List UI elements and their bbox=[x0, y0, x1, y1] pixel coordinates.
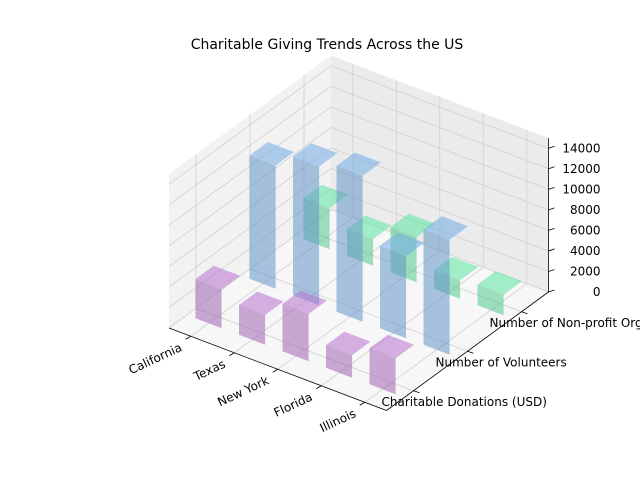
z-tick-label: 0 bbox=[593, 285, 601, 299]
z-tick-label: 14000 bbox=[562, 141, 600, 155]
bar-california-series-0 bbox=[195, 265, 240, 329]
bar-new-york-series-1 bbox=[336, 152, 381, 322]
bar-florida-series-0 bbox=[326, 331, 371, 378]
bar-illinois-series-2 bbox=[477, 271, 522, 316]
y-tick-label: Number of Volunteers bbox=[436, 355, 567, 369]
bars bbox=[195, 142, 522, 395]
y-tick-label: Number of Non-profit Organizations bbox=[490, 316, 640, 330]
x-tick-label: Texas bbox=[191, 357, 228, 384]
y-tick-mark bbox=[521, 311, 528, 315]
bar-texas-series-1 bbox=[293, 143, 338, 306]
bar-illinois-series-0 bbox=[369, 334, 414, 395]
x-tick-mark bbox=[229, 352, 235, 357]
bar-front-face bbox=[293, 156, 320, 306]
bar-top-face bbox=[326, 331, 371, 356]
bar-front-face bbox=[477, 284, 504, 316]
x-tick-label: Florida bbox=[272, 390, 315, 420]
z-tick-mark bbox=[548, 228, 555, 231]
gridline-z bbox=[168, 147, 549, 267]
bar-top-face bbox=[249, 142, 294, 166]
z-tick-mark bbox=[548, 145, 555, 149]
x-tick-mark bbox=[316, 385, 322, 390]
x-tick-mark bbox=[185, 335, 191, 340]
z-tick-label: 6000 bbox=[570, 223, 601, 237]
x-tick-mark bbox=[272, 368, 278, 373]
bar-front-face bbox=[336, 166, 363, 322]
bar-top-face bbox=[282, 290, 327, 314]
bar-new-york-series-0 bbox=[282, 290, 327, 362]
bar-top-face bbox=[380, 232, 425, 256]
gridline-z bbox=[168, 85, 549, 206]
bar-front-face bbox=[249, 155, 276, 289]
bar-texas-series-0 bbox=[239, 291, 284, 345]
z-tick-mark bbox=[548, 269, 555, 272]
gridline-z bbox=[168, 209, 549, 329]
z-tick-label: 12000 bbox=[562, 162, 600, 176]
x-tick-label: New York bbox=[215, 373, 271, 409]
z-tick-mark bbox=[548, 248, 555, 252]
gridline-z bbox=[168, 126, 549, 247]
gridline-z bbox=[168, 167, 549, 288]
bar-top-face bbox=[195, 265, 240, 290]
bar-florida-series-1 bbox=[380, 232, 425, 339]
axes bbox=[168, 138, 555, 411]
z-tick-label: 10000 bbox=[562, 182, 600, 196]
bar-top-face bbox=[293, 143, 338, 167]
bar-front-face bbox=[423, 229, 450, 355]
z-tick-mark bbox=[548, 207, 555, 211]
y-tick-mark bbox=[413, 390, 420, 394]
bar-top-face bbox=[336, 152, 381, 176]
bar-front-face bbox=[282, 304, 309, 362]
x-tick-label: Illinois bbox=[318, 406, 358, 435]
bar-top-face bbox=[477, 271, 522, 295]
z-tick-mark bbox=[548, 186, 555, 190]
bar-top-face bbox=[423, 216, 468, 240]
gridline-z bbox=[168, 106, 549, 226]
bar-front-face bbox=[239, 305, 266, 345]
z-tick-label: 2000 bbox=[570, 265, 601, 279]
bar-front-face bbox=[380, 246, 407, 339]
bar-front-face bbox=[369, 348, 396, 395]
z-tick-mark bbox=[548, 289, 555, 293]
x-tick-mark bbox=[359, 401, 365, 406]
bar-illinois-series-1 bbox=[423, 216, 468, 355]
x-tick-label: California bbox=[127, 340, 185, 377]
bar-front-face bbox=[195, 279, 222, 329]
y-tick-mark bbox=[467, 350, 474, 354]
z-tick-label: 8000 bbox=[570, 203, 601, 217]
gridline-z bbox=[168, 65, 549, 185]
bar-california-series-1 bbox=[249, 142, 294, 289]
bar-front-face bbox=[326, 345, 353, 378]
z-tick-mark bbox=[548, 166, 555, 170]
chart-title: Charitable Giving Trends Across the US bbox=[191, 37, 464, 53]
bar-top-face bbox=[239, 291, 284, 315]
bar-top-face bbox=[369, 334, 414, 359]
z-tick-label: 4000 bbox=[570, 244, 601, 258]
y-tick-label: Charitable Donations (USD) bbox=[382, 395, 547, 409]
